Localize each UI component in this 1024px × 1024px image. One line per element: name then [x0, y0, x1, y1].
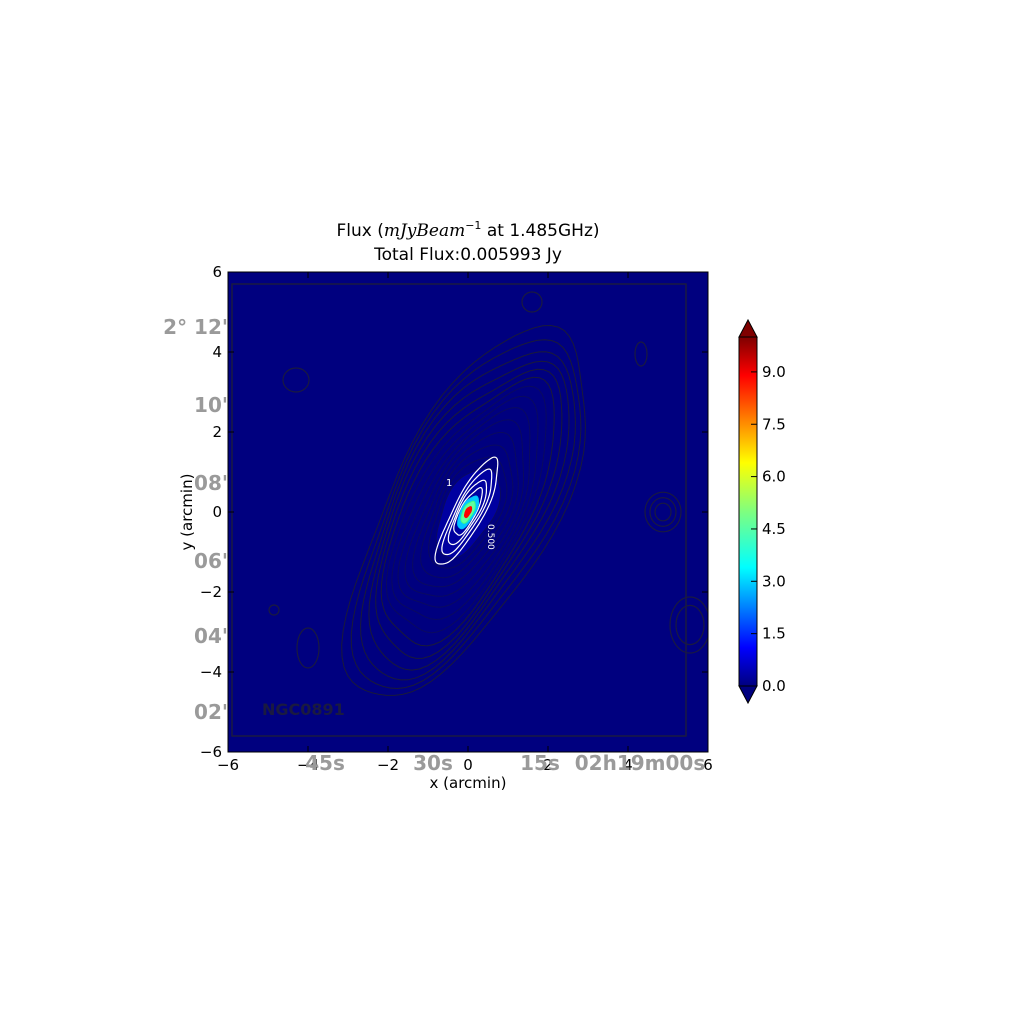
core-contour	[441, 468, 493, 556]
core-contour	[453, 486, 483, 536]
background-source-contour	[669, 596, 708, 654]
dec-overlay-label: 10'	[194, 393, 228, 417]
core-contour	[434, 456, 499, 565]
chart-title: Flux (mJyBeam−1 at 1.485GHz)	[336, 219, 599, 241]
flux-contour	[412, 432, 519, 588]
y-tick-label: −2	[200, 583, 222, 601]
flux-contour	[391, 395, 539, 621]
dec-overlay-label: 06'	[194, 549, 228, 573]
x-tick-label: 4	[623, 756, 633, 774]
x-tick-label: −6	[217, 756, 239, 774]
dec-overlay-label: 04'	[194, 624, 228, 648]
colorbar-tick-label: 0.0	[762, 677, 786, 695]
y-tick-label: 6	[212, 263, 222, 281]
background-source-contour	[649, 497, 677, 527]
colorbar-extend-max	[738, 318, 758, 338]
chart-subtitle: Total Flux:0.005993 Jy	[373, 245, 562, 265]
x-tick-label: −4	[297, 756, 319, 774]
background-source-contour	[521, 291, 543, 313]
y-axis-label: y (arcmin)	[178, 474, 196, 551]
y-tick-label: 0	[212, 503, 222, 521]
y-tick-label: 4	[212, 343, 222, 361]
overlay-layer: NGC0891	[231, 283, 708, 737]
ra-overlay-label: 02h19m00s	[575, 751, 705, 775]
colorbar: 0.0 1.5 3.0 4.5 6.0 7.5 9.0	[738, 318, 786, 705]
flux-contour	[350, 339, 582, 690]
flux-contour	[404, 419, 525, 597]
background-source-contour	[268, 604, 280, 616]
coordinate-overlay-labels: 2° 12' 10' 08' 06' 04' 02' 45s 30s 15s 02h19m00s	[163, 315, 705, 775]
x-tick-label: 2	[543, 756, 553, 774]
x-axis-label: x (arcmin)	[430, 774, 507, 792]
core-peak	[464, 506, 473, 519]
object-name: NGC0891	[262, 700, 345, 719]
flux-contour	[428, 456, 508, 569]
colorbar-tick-label: 1.5	[762, 625, 786, 643]
background-source-contour	[675, 604, 705, 646]
survey-frame	[231, 283, 687, 737]
plot-area: 1 0.500 NGC0891	[227, 271, 709, 753]
contour-label: 0.500	[485, 524, 495, 550]
background-source-contour	[296, 627, 320, 669]
dec-overlay-label: 08'	[194, 471, 228, 495]
colorbar-tick-label: 6.0	[762, 468, 786, 486]
flux-contour	[420, 444, 514, 579]
dec-overlay-label: 2° 12'	[163, 315, 228, 339]
ra-overlay-label: 15s	[520, 751, 560, 775]
flux-contour	[341, 324, 586, 696]
colorbar-tick-label: 7.5	[762, 415, 786, 433]
contour-label: 1	[446, 478, 452, 489]
colorbar-tick-label: 4.5	[762, 520, 786, 538]
colorbar-extend-min	[738, 685, 758, 705]
flux-contour	[360, 351, 576, 681]
background-source-contour	[634, 341, 648, 367]
x-axis: −6 −4 −2 0 2 4 6	[217, 272, 713, 774]
y-tick-label: 2	[212, 423, 222, 441]
background-source-contour	[282, 367, 310, 393]
ra-overlay-label: 30s	[413, 751, 453, 775]
y-axis: −6 −4 −2 0 2 4 6	[200, 263, 708, 761]
ra-overlay-label: 45s	[305, 751, 345, 775]
x-tick-label: −2	[377, 756, 399, 774]
y-tick-label: −6	[200, 743, 222, 761]
background-source-contour	[644, 491, 682, 533]
dec-overlay-label: 02'	[194, 700, 228, 724]
colorbar-tick-label: 9.0	[762, 363, 786, 381]
colorbar-tick-label: 3.0	[762, 572, 786, 590]
contour-layer: 1 0.500	[341, 324, 586, 696]
x-tick-label: 6	[703, 756, 713, 774]
flux-contour	[397, 407, 531, 608]
flux-contour	[368, 360, 570, 671]
flux-contour	[375, 368, 563, 659]
core-contour	[447, 479, 488, 546]
flux-contour	[380, 376, 555, 647]
colorbar-ticks: 0.0 1.5 3.0 4.5 6.0 7.5 9.0	[751, 363, 786, 695]
x-tick-label: 0	[463, 756, 473, 774]
y-tick-label: −4	[200, 663, 222, 681]
background-source-contour	[654, 502, 672, 522]
flux-contour	[385, 385, 547, 634]
